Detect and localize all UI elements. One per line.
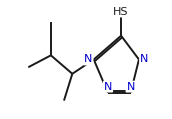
Text: N: N xyxy=(126,82,135,92)
Text: N: N xyxy=(140,55,148,64)
Text: N: N xyxy=(84,55,93,64)
Text: HS: HS xyxy=(113,7,129,17)
Text: N: N xyxy=(104,82,112,92)
